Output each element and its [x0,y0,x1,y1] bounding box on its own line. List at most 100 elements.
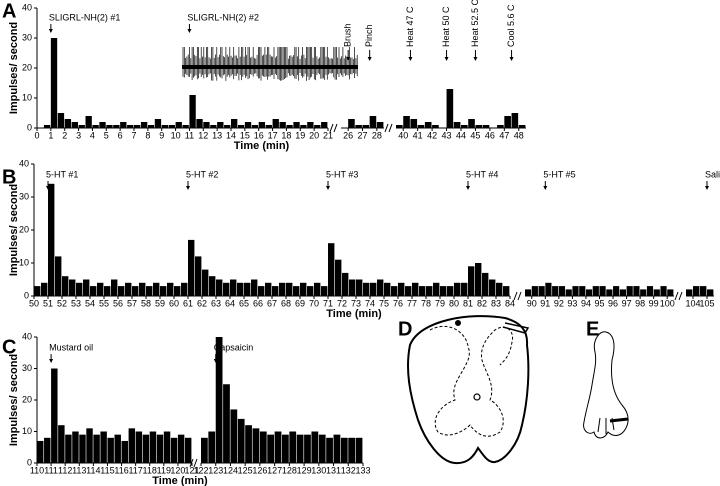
x-tick-label: 130 [311,465,326,475]
bar [107,437,114,463]
annotation: Pinch [364,24,374,47]
bar [307,286,314,296]
x-tick-label: 55 [99,298,109,308]
x-tick-label: 112 [58,465,72,475]
bar [391,286,398,296]
x-tick-label: 12 [198,130,208,140]
bar [377,279,384,296]
bar [230,279,237,296]
y-tick-label: 20 [19,224,29,234]
bar [182,125,189,128]
x-tick-label: 122 [193,465,208,475]
x-tick-label: 56 [113,298,123,308]
annotation: Capsaicin [214,342,254,352]
y-tick-label: 30 [22,363,32,373]
x-tick-label: 13 [212,130,222,140]
x-tick-label: 128 [282,465,297,475]
annotation: Heat 52.5 C [470,0,480,47]
axis-break [678,291,683,301]
x-tick-label: 98 [635,298,645,308]
bar [613,286,620,296]
axis-break [513,291,518,301]
bar [44,437,51,463]
axis-break [329,123,334,133]
bar [114,434,121,463]
bar [417,125,425,128]
bar [100,431,107,463]
axis-break [193,458,198,468]
bar [314,282,321,296]
bar [265,125,272,128]
bar [181,282,188,296]
bar [410,119,418,128]
bar [120,122,127,128]
bar [440,286,447,296]
y-tick-label: 10 [22,92,32,102]
bar [189,95,196,128]
bar [140,122,148,128]
bar [289,431,297,463]
x-tick-label: 57 [127,298,137,308]
x-tick-label: 113 [72,465,86,475]
bar [342,272,349,296]
x-tick-label: 3 [76,130,81,140]
bar [245,425,252,463]
x-axis-title: Time (min) [234,140,290,152]
spinal-cord-diagram [407,315,530,465]
bar [149,431,157,463]
x-tick-label: 111 [44,465,58,475]
annotation: 5-HT #3 [326,169,358,179]
annotation: Mustard oil [49,342,93,352]
bar [468,119,475,128]
bar [503,286,510,296]
bar [599,286,606,296]
bar [230,409,238,463]
annotation: 5-HT #4 [466,169,498,179]
bar [188,239,195,296]
bar [335,259,342,296]
annotation: 5-HT #1 [46,169,78,179]
x-tick-label: 120 [170,465,185,475]
bar [453,122,461,128]
bar [121,440,128,463]
y-axis-title: Impulses/ second [8,184,20,276]
bar [279,122,286,128]
bar [252,428,260,463]
bar [111,279,118,296]
arrow-head [326,186,330,190]
x-tick-label: 132 [341,465,356,475]
arrow-head [49,359,54,363]
axis-break [384,123,389,133]
x-tick-label: 63 [211,298,221,308]
x-tick-label: 72 [337,298,347,308]
bar [405,286,412,296]
panel-label: E [586,318,599,340]
y-tick-label: 20 [22,62,32,72]
x-tick-label: 124 [223,465,238,475]
axis-break [189,458,194,468]
arrow-head [213,359,218,363]
bar [333,434,341,463]
bar [217,122,224,128]
bar [403,116,410,128]
bar [545,282,552,296]
y-tick-label: 20 [22,394,32,404]
bar [113,125,120,128]
bar [195,256,202,296]
bar [572,286,579,296]
bar [362,125,370,128]
x-tick-label: 9 [159,130,164,140]
bar [146,286,153,296]
bar [272,286,279,296]
bar [223,282,230,296]
annotation: Cool 5.6 C [506,4,516,47]
bar [125,282,132,296]
bar [37,440,44,463]
bar [592,286,599,296]
x-tick-label: 10 [171,130,181,140]
x-tick-label: 82 [477,298,487,308]
x-tick-label: 15 [240,130,250,140]
x-tick-label: 52 [57,298,67,308]
bar [340,437,348,463]
x-tick-label: 131 [326,465,341,475]
